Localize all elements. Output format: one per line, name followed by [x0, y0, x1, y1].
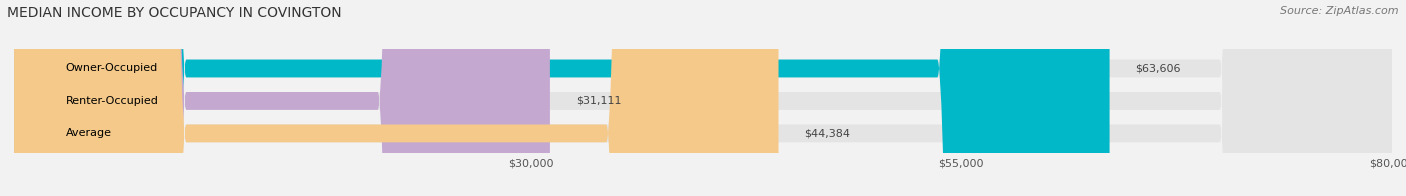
FancyBboxPatch shape: [14, 0, 1392, 196]
Text: $63,606: $63,606: [1136, 64, 1181, 74]
FancyBboxPatch shape: [14, 0, 1392, 196]
Text: MEDIAN INCOME BY OCCUPANCY IN COVINGTON: MEDIAN INCOME BY OCCUPANCY IN COVINGTON: [7, 6, 342, 20]
Text: $44,384: $44,384: [804, 128, 851, 138]
Text: Owner-Occupied: Owner-Occupied: [66, 64, 157, 74]
FancyBboxPatch shape: [14, 0, 779, 196]
FancyBboxPatch shape: [14, 0, 1109, 196]
Text: Source: ZipAtlas.com: Source: ZipAtlas.com: [1281, 6, 1399, 16]
Text: Average: Average: [66, 128, 111, 138]
Text: Renter-Occupied: Renter-Occupied: [66, 96, 159, 106]
Text: $31,111: $31,111: [575, 96, 621, 106]
FancyBboxPatch shape: [14, 0, 550, 196]
FancyBboxPatch shape: [14, 0, 1392, 196]
